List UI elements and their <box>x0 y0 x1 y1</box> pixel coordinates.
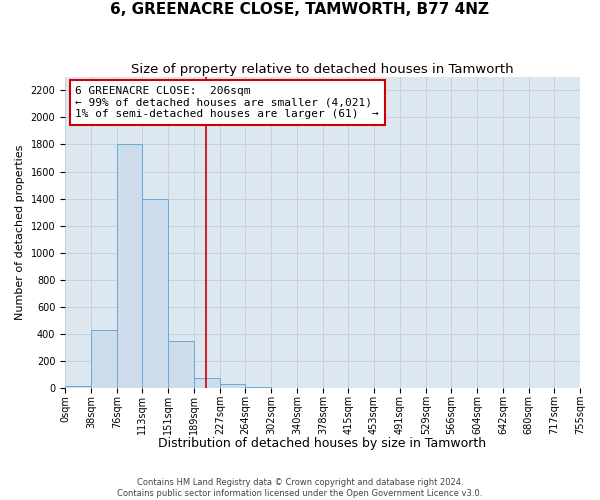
Bar <box>168 341 194 388</box>
Text: Contains HM Land Registry data © Crown copyright and database right 2024.
Contai: Contains HM Land Registry data © Crown c… <box>118 478 482 498</box>
Bar <box>91 330 117 388</box>
Title: Size of property relative to detached houses in Tamworth: Size of property relative to detached ho… <box>131 62 514 76</box>
Text: 6 GREENACRE CLOSE:  206sqm
← 99% of detached houses are smaller (4,021)
1% of se: 6 GREENACRE CLOSE: 206sqm ← 99% of detac… <box>76 86 379 119</box>
Bar <box>142 198 168 388</box>
Bar <box>117 144 142 388</box>
Bar <box>245 387 271 388</box>
Bar <box>220 384 245 388</box>
Bar <box>194 378 220 388</box>
Y-axis label: Number of detached properties: Number of detached properties <box>15 145 25 320</box>
X-axis label: Distribution of detached houses by size in Tamworth: Distribution of detached houses by size … <box>158 437 487 450</box>
Bar <box>65 386 91 388</box>
Text: 6, GREENACRE CLOSE, TAMWORTH, B77 4NZ: 6, GREENACRE CLOSE, TAMWORTH, B77 4NZ <box>110 2 490 18</box>
